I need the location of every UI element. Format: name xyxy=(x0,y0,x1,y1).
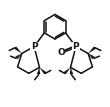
Text: P: P xyxy=(31,42,37,51)
Polygon shape xyxy=(64,67,71,74)
Polygon shape xyxy=(39,67,46,74)
Polygon shape xyxy=(88,47,96,54)
Text: O: O xyxy=(57,48,65,57)
Polygon shape xyxy=(14,47,22,54)
Text: P: P xyxy=(73,42,79,51)
